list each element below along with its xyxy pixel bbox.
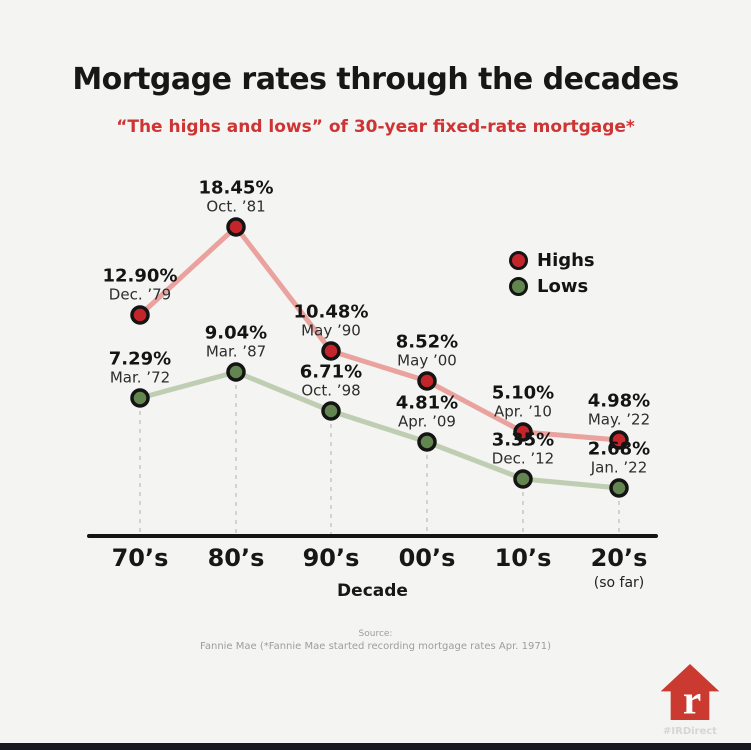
page-subtitle: “The highs and lows” of 30-year fixed-ra… bbox=[116, 117, 635, 137]
highs-point-label: 8.52% May ’00 bbox=[395, 331, 459, 370]
lows-line bbox=[139, 369, 620, 491]
x-tick-label: 90’s bbox=[302, 544, 360, 572]
point-date: Oct. ’81 bbox=[206, 197, 266, 216]
highs-point bbox=[513, 422, 533, 442]
point-value: 2.68% bbox=[587, 438, 651, 460]
source-text: Fannie Mae (*Fannie Mae started recordin… bbox=[200, 641, 551, 652]
x-tick-label: 20’s bbox=[590, 544, 648, 572]
highs-point-label: 12.90% Dec. ’79 bbox=[102, 265, 178, 304]
highs-line bbox=[138, 224, 620, 443]
logo-letter: r bbox=[683, 676, 701, 722]
highs-point bbox=[226, 217, 246, 237]
x-tick-label: 00’s bbox=[398, 544, 456, 572]
x-tick-label: 10’s bbox=[494, 544, 552, 572]
highs-point-label: 5.10% Apr. ’10 bbox=[491, 382, 555, 421]
point-value: 4.98% bbox=[587, 390, 651, 412]
x-axis-title: Decade bbox=[337, 581, 408, 601]
point-value: 18.45% bbox=[198, 177, 274, 199]
page-title: Mortgage rates through the decades bbox=[72, 62, 679, 97]
lows-point-label: 9.04% Mar. ’87 bbox=[204, 322, 268, 361]
highs-dot-icon bbox=[509, 251, 528, 270]
lows-point-label: 3.35% Dec. ’12 bbox=[491, 429, 555, 468]
ir-direct-logo: r #IRDirect bbox=[653, 662, 727, 737]
lows-point bbox=[130, 388, 150, 408]
point-value: 9.04% bbox=[204, 322, 268, 344]
lows-point-label: 2.68% Jan. ’22 bbox=[587, 438, 651, 477]
legend-label-highs: Highs bbox=[537, 250, 595, 271]
highs-point bbox=[321, 341, 341, 361]
point-date: Apr. ’10 bbox=[494, 402, 552, 421]
point-date: Dec. ’12 bbox=[491, 449, 555, 468]
lows-point-label: 7.29% Mar. ’72 bbox=[108, 348, 172, 387]
lows-dot-icon bbox=[509, 277, 528, 296]
point-date: May ’90 bbox=[301, 321, 361, 340]
point-date: Mar. ’72 bbox=[109, 368, 171, 387]
point-value: 7.29% bbox=[108, 348, 172, 370]
point-value: 10.48% bbox=[293, 301, 369, 323]
lows-point-label: 4.81% Apr. ’09 bbox=[395, 392, 459, 431]
source-label: Source: bbox=[358, 629, 393, 639]
highs-point-label: 4.98% May. ’22 bbox=[587, 390, 651, 429]
point-date: Mar. ’87 bbox=[205, 342, 267, 361]
highs-point-label: 10.48% May ’90 bbox=[293, 301, 369, 340]
lows-point bbox=[609, 478, 629, 498]
legend: Highs Lows bbox=[509, 250, 595, 302]
point-date: Jan. ’22 bbox=[590, 458, 648, 477]
x-tick-label: 70’s bbox=[111, 544, 169, 572]
lows-point bbox=[321, 401, 341, 421]
point-value: 3.35% bbox=[491, 429, 555, 451]
bottom-accent-bar bbox=[0, 743, 751, 750]
lows-point bbox=[513, 469, 533, 489]
source-note: Source: Fannie Mae (*Fannie Mae started … bbox=[0, 629, 751, 652]
point-value: 5.10% bbox=[491, 382, 555, 404]
lows-point bbox=[226, 362, 246, 382]
house-icon: r bbox=[660, 664, 720, 722]
legend-label-lows: Lows bbox=[537, 276, 589, 297]
hashtag-label: #IRDirect bbox=[663, 726, 717, 737]
point-date: Oct. ’98 bbox=[301, 381, 361, 400]
highs-point bbox=[609, 430, 629, 450]
x-tick-label: 80’s bbox=[207, 544, 265, 572]
point-value: 12.90% bbox=[102, 265, 178, 287]
x-axis-line bbox=[87, 534, 658, 538]
point-value: 8.52% bbox=[395, 331, 459, 353]
highs-point-label: 18.45% Oct. ’81 bbox=[198, 177, 274, 216]
point-value: 6.71% bbox=[299, 361, 363, 383]
point-date: Apr. ’09 bbox=[398, 412, 456, 431]
lows-point bbox=[417, 432, 437, 452]
legend-item-highs: Highs bbox=[509, 250, 595, 271]
x-axis-note: (so far) bbox=[593, 575, 645, 591]
point-date: Dec. ’79 bbox=[108, 285, 172, 304]
lows-point-label: 6.71% Oct. ’98 bbox=[299, 361, 363, 400]
legend-item-lows: Lows bbox=[509, 276, 595, 297]
point-date: May ’00 bbox=[397, 351, 457, 370]
point-date: May. ’22 bbox=[587, 410, 651, 429]
highs-point bbox=[130, 305, 150, 325]
highs-point bbox=[417, 371, 437, 391]
point-value: 4.81% bbox=[395, 392, 459, 414]
